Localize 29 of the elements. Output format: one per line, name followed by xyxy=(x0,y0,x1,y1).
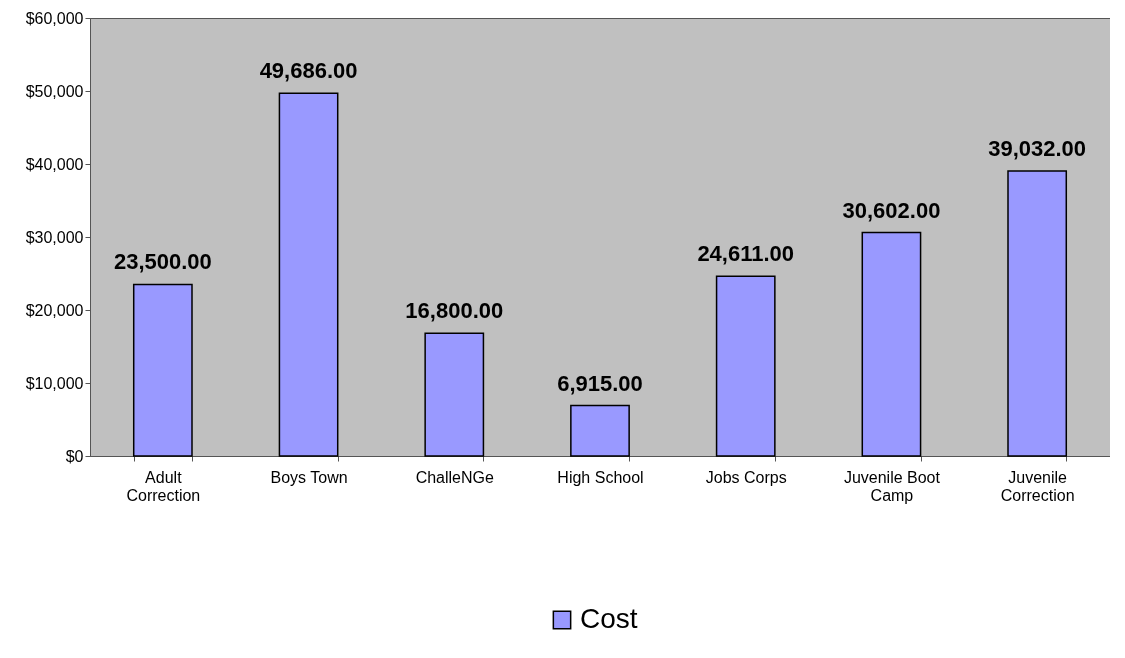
y-tick-label: $20,000 xyxy=(25,301,84,319)
x-tick-label: Jobs Corps xyxy=(705,468,787,486)
data-label: 49,686.00 xyxy=(259,58,358,84)
y-tick-label: $40,000 xyxy=(25,155,84,173)
x-tick-label: Adult Correction xyxy=(126,468,201,504)
bar xyxy=(278,92,339,457)
y-tick-label: $30,000 xyxy=(25,228,84,246)
x-tick-label: Juvenile Boot Camp xyxy=(843,468,941,504)
bar xyxy=(715,275,776,457)
x-tick-label: Juvenile Correction xyxy=(1000,468,1075,504)
data-label: 16,800.00 xyxy=(405,298,504,324)
x-tick-label: Boys Town xyxy=(270,468,348,486)
legend-label: Cost xyxy=(580,603,638,634)
bar xyxy=(1007,170,1068,457)
data-label: 23,500.00 xyxy=(113,249,212,275)
data-label: 24,611.00 xyxy=(697,241,795,267)
bar xyxy=(424,332,485,457)
y-tick-label: $0 xyxy=(65,447,84,465)
data-label: 39,032.00 xyxy=(988,136,1087,162)
x-tick-label: High School xyxy=(557,468,644,486)
y-tick-label: $60,000 xyxy=(25,9,84,27)
x-tick-label: ChalleNGe xyxy=(415,468,495,486)
data-label: 6,915.00 xyxy=(557,370,643,396)
bar xyxy=(861,231,922,457)
y-tick-label: $10,000 xyxy=(25,374,84,392)
data-label: 30,602.00 xyxy=(842,197,941,223)
bar xyxy=(570,404,630,457)
bar xyxy=(132,283,193,457)
y-tick-label: $50,000 xyxy=(25,82,84,100)
